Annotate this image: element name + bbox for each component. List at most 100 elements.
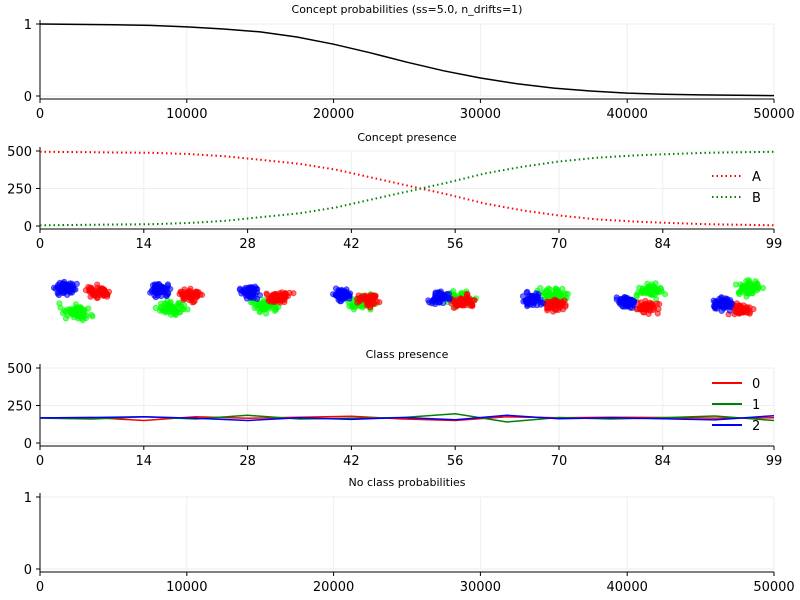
scatter-point <box>650 302 657 309</box>
scatter-thumbnail <box>425 288 479 311</box>
scatter-point <box>745 288 752 295</box>
x-tick-label: 56 <box>447 454 464 469</box>
scatter-thumbnail <box>50 278 113 324</box>
scatter-point <box>539 300 547 307</box>
scatter-point <box>181 286 188 293</box>
scatter-point <box>752 278 759 285</box>
scatter-point <box>561 290 568 297</box>
x-tick-label: 84 <box>655 237 672 252</box>
scatter-point <box>544 305 551 312</box>
scatter-point <box>56 300 63 307</box>
scatter-point <box>86 286 93 293</box>
scatter-point <box>255 302 262 309</box>
x-tick-label: 70 <box>551 454 568 469</box>
scatter-thumbnail <box>519 285 572 315</box>
legend-label: 1 <box>752 398 760 413</box>
scatter-point <box>552 297 559 304</box>
scatter-point <box>236 286 243 293</box>
scatter-point <box>722 295 729 302</box>
y-tick-label: 500 <box>7 362 32 377</box>
scatter-point <box>745 307 752 314</box>
y-tick-label: 0 <box>24 220 32 235</box>
x-tick-label: 42 <box>343 454 360 469</box>
scatter-point <box>547 291 554 298</box>
panel-title: No class probabilities <box>349 476 466 489</box>
scatter-thumbnail <box>330 285 383 313</box>
scatter-point <box>74 311 82 318</box>
x-tick-label: 30000 <box>460 580 501 595</box>
scatter-point <box>72 301 79 308</box>
x-tick-label: 20000 <box>313 580 354 595</box>
x-tick-label: 10000 <box>166 107 207 122</box>
scatter-point <box>184 306 191 313</box>
scatter-point <box>643 303 650 310</box>
scatter-point <box>628 297 636 304</box>
scatter-point <box>163 292 170 299</box>
scatter-point <box>432 290 439 297</box>
scatter-point <box>737 287 744 294</box>
scatter-point <box>55 289 62 296</box>
x-tick-label: 70 <box>551 237 568 252</box>
scatter-point <box>93 289 101 296</box>
scatter-thumbnail <box>613 280 669 317</box>
y-tick-label: 1 <box>24 491 32 506</box>
scatter-point <box>523 289 530 296</box>
scatter-point <box>80 313 88 320</box>
scatter-point <box>152 304 159 311</box>
scatter-thumbnail <box>236 283 297 317</box>
scatter-point <box>633 291 640 299</box>
scatter-point <box>156 307 164 314</box>
scatter-point <box>616 299 623 306</box>
scatter-point <box>281 299 288 306</box>
scatter-point <box>67 310 74 317</box>
scatter-point <box>167 285 174 293</box>
scatter-thumbnail <box>710 276 767 318</box>
x-tick-label: 20000 <box>313 107 354 122</box>
scatter-point <box>62 315 70 322</box>
series-line <box>39 415 775 422</box>
scatter-point <box>181 301 188 308</box>
scatter-point <box>81 306 88 313</box>
scatter-point <box>537 285 544 292</box>
scatter-point <box>553 287 561 294</box>
scatter-point <box>356 298 363 305</box>
class-presence-panel: Class presence 0 14 28 42 56 70 84 99 0 250 500 0 1 2 <box>7 348 782 469</box>
x-tick-label: 99 <box>766 237 783 252</box>
series-line <box>39 414 775 422</box>
scatter-point <box>290 290 297 297</box>
legend-label: A <box>752 170 761 185</box>
scatter-point <box>373 298 381 305</box>
y-tick-label: 250 <box>7 183 32 198</box>
panel-title: Concept probabilities (ss=5.0, n_drifts=… <box>292 3 523 16</box>
series-line <box>39 23 775 97</box>
scatter-point <box>181 295 188 302</box>
scatter-point <box>198 291 206 298</box>
x-tick-label: 40000 <box>607 107 648 122</box>
scatter-point <box>455 301 462 308</box>
y-tick-label: 0 <box>24 563 32 578</box>
scatter-point <box>519 293 527 300</box>
scatter-point <box>628 304 636 311</box>
scatter-point <box>64 282 71 289</box>
scatter-point <box>89 313 96 320</box>
scatter-point <box>165 308 173 315</box>
scatter-point <box>187 296 195 304</box>
y-tick-label: 0 <box>24 90 32 105</box>
scatter-point <box>172 303 179 310</box>
concept-presence-panel: Concept presence 0 14 28 42 56 70 84 99 0 250 500 A… <box>7 131 782 252</box>
scatter-point <box>737 307 744 314</box>
scatter-point <box>463 290 471 298</box>
scatter-point <box>193 291 200 298</box>
scatter-point <box>556 302 563 309</box>
panel-title: Class presence <box>366 348 449 361</box>
legend-label: 2 <box>752 419 760 434</box>
panel-title: Concept presence <box>357 131 457 144</box>
concept-probabilities-panel: Concept probabilities (ss=5.0, n_drifts=… <box>24 3 795 122</box>
scatter-point <box>750 306 757 313</box>
scatter-point <box>436 296 443 303</box>
scatter-point <box>265 297 272 304</box>
scatter-point <box>167 300 174 307</box>
x-tick-label: 14 <box>136 237 153 252</box>
x-tick-label: 28 <box>239 454 256 469</box>
y-tick-label: 500 <box>7 145 32 160</box>
